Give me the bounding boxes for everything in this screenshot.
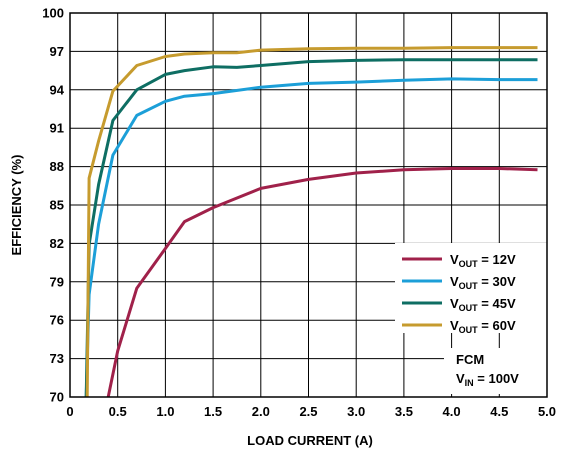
legend-label-3: VOUT = 60V	[450, 318, 516, 335]
x-tick-label: 0	[66, 404, 73, 419]
grid	[70, 13, 547, 397]
annotation-mode-label: FCM	[456, 352, 484, 367]
y-tick-label: 76	[50, 313, 64, 328]
annotation-vin-sub: IN	[465, 378, 474, 388]
plot-frame	[69, 12, 548, 398]
x-tick-label: 3.5	[395, 404, 413, 419]
annotation-vin-main: V	[456, 371, 465, 386]
series-line-0	[106, 167, 538, 398]
y-axis-label: EFFICIENCY (%)	[9, 155, 24, 256]
legend: VOUT = 12V VOUT = 30V VOUT = 45V VOUT = 60V	[402, 252, 516, 335]
x-tick-label: 1.0	[156, 404, 174, 419]
y-tick-label: 70	[50, 390, 64, 405]
x-tick-label: 5.0	[538, 404, 556, 419]
y-tick-label: 94	[50, 82, 65, 97]
y-tick-label: 100	[42, 6, 64, 21]
annotation-vin-rest: = 100V	[474, 371, 520, 386]
y-tick-label: 91	[50, 121, 64, 136]
x-axis-label: LOAD CURRENT (A)	[247, 433, 373, 448]
tick-labels: 70 73 76 79 82 85 88 91 94 97 100 0 0.5 1.0 1.5 2.0 2.5 3…	[42, 6, 556, 420]
y-tick-label: 73	[50, 351, 64, 366]
legend-label-0: VOUT = 12V	[450, 252, 516, 269]
x-tick-label: 0.5	[109, 404, 127, 419]
x-tick-label: 3.0	[347, 404, 365, 419]
x-tick-label: 2.5	[299, 404, 317, 419]
x-tick-label: 1.5	[204, 404, 222, 419]
series-lines	[84, 46, 538, 398]
x-tick-label: 4.0	[443, 404, 461, 419]
y-tick-label: 82	[50, 236, 64, 251]
y-tick-label: 85	[50, 198, 64, 213]
series-line-1	[84, 77, 538, 398]
y-tick-label: 79	[50, 274, 64, 289]
y-tick-label: 88	[50, 159, 64, 174]
annotation: FCM VIN = 100V	[456, 352, 519, 388]
annotation-background	[444, 348, 561, 394]
y-tick-label: 97	[50, 44, 64, 59]
legend-label-1: VOUT = 30V	[450, 274, 516, 291]
legend-label-2: VOUT = 45V	[450, 296, 516, 313]
annotation-vin-label: VIN = 100V	[456, 371, 519, 388]
series-line-2	[84, 58, 538, 398]
x-tick-label: 2.0	[252, 404, 270, 419]
x-tick-label: 4.5	[490, 404, 508, 419]
series-line-3	[85, 46, 538, 398]
